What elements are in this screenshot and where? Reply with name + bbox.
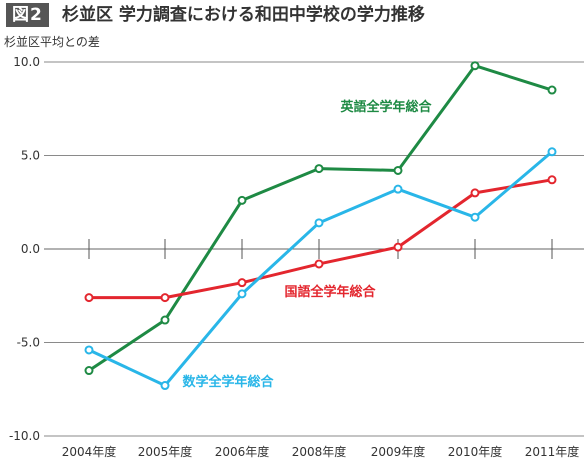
x-axis: 2004年度 2005年度 2006年度 2008年度 2009年度 2010年度 2011…: [62, 239, 580, 459]
y-tick-label: 5.0: [21, 149, 40, 163]
series-line: [88, 64, 553, 372]
x-tick-label: 2004年度: [62, 444, 117, 459]
data-point: [470, 188, 480, 198]
data-point: [84, 345, 94, 355]
chart-title: 杉並区 学力調査における和田中学校の学力推移: [62, 5, 425, 25]
x-tick-label: 2011年度: [525, 444, 580, 459]
data-point: [470, 212, 480, 222]
data-point: [470, 61, 480, 71]
series-2: [84, 147, 557, 391]
data-point: [547, 147, 557, 157]
data-point: [237, 289, 247, 299]
data-point: [547, 85, 557, 95]
data-point: [314, 218, 324, 228]
x-tick-label: 2005年度: [138, 444, 193, 459]
data-point: [314, 259, 324, 269]
y-axis-ticks: 10.0 5.0 0.0 -5.0 -10.0: [9, 55, 40, 443]
data-point: [314, 164, 324, 174]
series-0: [84, 61, 557, 376]
x-tick-label: 2006年度: [215, 444, 270, 459]
data-point: [84, 366, 94, 376]
y-tick-label: 0.0: [21, 242, 40, 256]
data-point: [547, 175, 557, 185]
series-line: [88, 150, 553, 388]
data-point: [393, 184, 403, 194]
series-line: [89, 178, 553, 300]
y-tick-label: -10.0: [9, 429, 40, 443]
y-tick-label: -5.0: [17, 336, 40, 350]
data-point: [160, 381, 170, 391]
data-point: [393, 242, 403, 252]
x-tick-label: 2008年度: [292, 444, 347, 459]
figure-number-badge: 図2: [6, 3, 49, 27]
data-point: [160, 293, 170, 303]
x-tick-label: 2010年度: [448, 444, 503, 459]
series-1: [84, 175, 557, 303]
grid-lines: [44, 61, 584, 437]
data-point: [237, 195, 247, 205]
x-tick-label: 2009年度: [371, 444, 426, 459]
series-label: 英語全学年総合: [339, 99, 432, 115]
data-point: [84, 293, 94, 303]
y-axis-title: 杉並区平均との差: [4, 35, 100, 49]
series-group: [84, 61, 557, 391]
chart-header: 図2 杉並区 学力調査における和田中学校の学力推移: [0, 0, 584, 30]
data-point: [393, 165, 403, 175]
data-point: [237, 278, 247, 288]
series-label: 数学全学年総合: [182, 374, 274, 390]
series-label: 国語全学年総合: [284, 284, 376, 300]
y-tick-label: 10.0: [13, 55, 40, 69]
data-point: [160, 315, 170, 325]
